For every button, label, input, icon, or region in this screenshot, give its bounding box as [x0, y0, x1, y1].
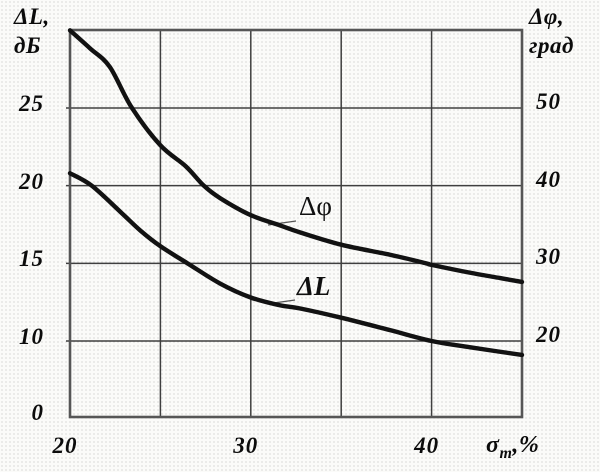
- y-left-tick-15: 15: [19, 246, 44, 272]
- y-right-tick-40: 40: [536, 166, 561, 192]
- curve-delta-phi: [67, 28, 525, 285]
- y-left-tick-0: 0: [31, 400, 44, 425]
- right-axis-title: Δφ, град: [529, 2, 574, 60]
- y-left-tick-20: 20: [19, 168, 44, 194]
- x-axis-title-symbol: σ: [486, 432, 500, 458]
- x-tick-40: 40: [414, 433, 440, 458]
- left-axis-title-line1: ΔL,: [14, 4, 50, 29]
- x-axis-title-units: ,%: [512, 432, 540, 458]
- right-axis-title-line2: град: [529, 33, 574, 58]
- y-right-tick-20: 20: [536, 321, 561, 347]
- x-tick-30: 30: [233, 433, 259, 458]
- plot-frame: [68, 28, 524, 419]
- x-axis-title-subscript: m: [499, 444, 513, 462]
- curve-label-delta-phi: Δφ: [299, 191, 332, 221]
- y-left-tick-10: 10: [19, 323, 44, 349]
- y-right-tick-30: 30: [536, 244, 561, 270]
- x-axis-title: σm,%: [486, 431, 539, 468]
- y-left-tick-25: 25: [19, 91, 44, 116]
- curve-delta-L: [67, 171, 525, 358]
- left-axis-title: ΔL, дБ: [14, 2, 50, 60]
- x-tick-20: 20: [52, 433, 78, 458]
- y-right-tick-50: 50: [536, 89, 561, 114]
- right-axis-title-line1: Δφ,: [529, 4, 565, 29]
- curve-label-delta-L: ΔL: [297, 271, 331, 301]
- left-axis-title-line2: дБ: [14, 33, 42, 58]
